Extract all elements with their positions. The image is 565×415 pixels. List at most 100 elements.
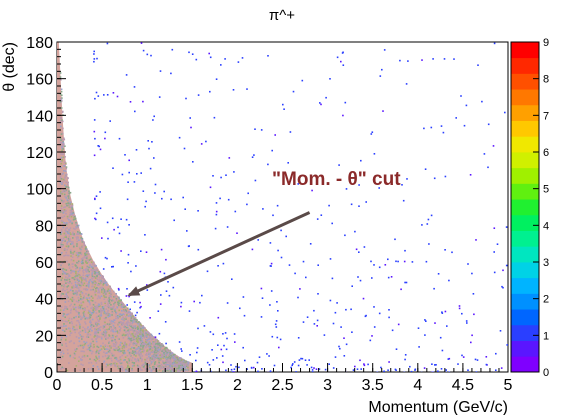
entry: [61, 144, 64, 146]
entry: [152, 368, 155, 370]
entry: [71, 233, 74, 235]
entry: [72, 241, 74, 243]
entry: [342, 114, 344, 117]
entry: [63, 137, 65, 140]
entry: [140, 305, 142, 308]
entry: [69, 221, 71, 223]
entry: [200, 143, 203, 145]
entry: [220, 176, 222, 179]
entry: [138, 350, 140, 353]
entry: [102, 355, 104, 358]
entry: [95, 325, 98, 327]
entry: [91, 275, 94, 277]
entry: [380, 366, 382, 369]
entry: [73, 216, 76, 218]
entry: [164, 351, 167, 354]
entry: [146, 333, 149, 336]
entry: [65, 175, 67, 177]
entry: [424, 334, 426, 336]
entry: [404, 354, 407, 356]
entry: [86, 270, 89, 273]
entry: [142, 190, 145, 192]
entry: [102, 308, 105, 310]
entry: [59, 100, 62, 103]
entry: [97, 288, 100, 290]
entry: [94, 97, 96, 100]
entry: [63, 209, 66, 211]
entry: [121, 310, 123, 312]
entry: [437, 370, 439, 372]
entry: [119, 329, 121, 332]
entry: [80, 258, 83, 260]
entry: [83, 350, 85, 353]
entry: [197, 327, 199, 330]
entry: [90, 295, 93, 298]
entry: [65, 292, 68, 294]
entry: [95, 290, 97, 292]
entry: [99, 317, 101, 319]
entry: [103, 317, 106, 320]
entry: [154, 346, 156, 348]
entry: [159, 353, 162, 356]
entry: [81, 259, 84, 262]
entry: [73, 369, 76, 371]
entry: [66, 238, 68, 240]
entry: [94, 306, 96, 308]
entry: [108, 292, 111, 294]
entry: [234, 210, 237, 213]
entry: [138, 371, 141, 372]
entry: [126, 370, 128, 372]
entry: [68, 290, 70, 293]
entry: [62, 145, 65, 147]
entry: [134, 335, 136, 337]
entry: [128, 333, 131, 335]
entry: [67, 183, 69, 186]
entry: [158, 332, 161, 335]
entry: [62, 120, 64, 123]
entry: [172, 355, 175, 358]
entry: [75, 272, 77, 274]
entry: [118, 325, 121, 328]
entry: [144, 360, 146, 363]
entry: [425, 260, 428, 263]
entry: [163, 352, 165, 354]
entry: [90, 299, 93, 302]
entry: [67, 195, 70, 198]
entry: [152, 351, 155, 354]
entry: [126, 355, 129, 357]
entry: [474, 358, 477, 361]
entry: [93, 269, 95, 271]
entry: [64, 320, 67, 323]
entry: [391, 329, 394, 332]
entry: [110, 307, 112, 309]
entry: [94, 283, 96, 286]
entry: [236, 232, 238, 234]
entry: [95, 271, 98, 274]
entry: [91, 263, 94, 265]
entry: [63, 165, 65, 167]
entry: [63, 283, 65, 286]
entry: [60, 306, 63, 308]
entry: [113, 339, 115, 342]
entry: [360, 159, 362, 162]
entry: [152, 359, 155, 361]
entry: [101, 237, 103, 239]
entry: [130, 317, 133, 319]
entry: [65, 197, 67, 199]
plot-area: [56, 41, 509, 373]
entry: [103, 280, 106, 282]
entry: [86, 275, 89, 277]
entry: [209, 56, 212, 59]
entry: [60, 233, 62, 235]
entry: [243, 314, 246, 317]
entry: [95, 218, 97, 221]
entry: [116, 330, 119, 332]
entry: [435, 364, 437, 366]
entry: [161, 367, 164, 369]
entry: [139, 333, 141, 335]
entry: [64, 184, 66, 187]
entry: [73, 308, 76, 310]
entry: [118, 321, 120, 324]
entry: [316, 319, 319, 322]
entry: [139, 367, 141, 370]
